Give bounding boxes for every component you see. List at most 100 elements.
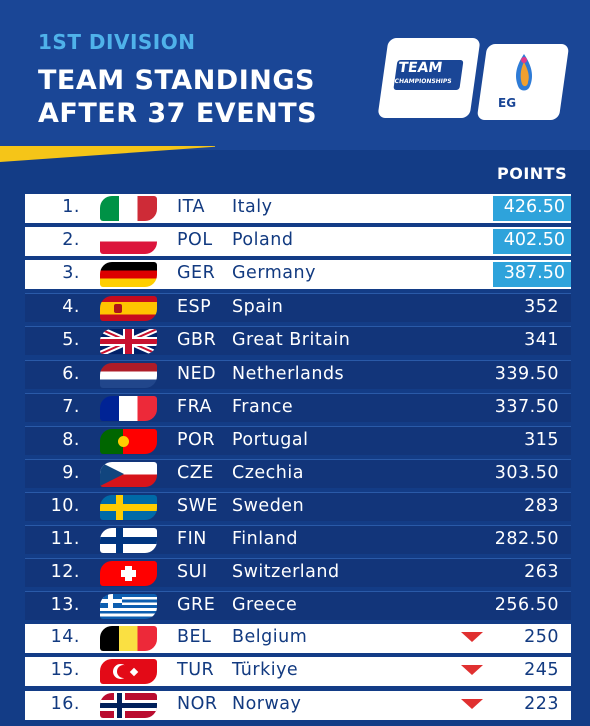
rank: 2. <box>62 230 80 251</box>
rank: 16. <box>50 693 80 714</box>
country-code: NOR <box>177 693 218 714</box>
points-value: 315 <box>524 429 559 450</box>
rank: 12. <box>50 562 80 583</box>
country-name: Türkiye <box>232 660 299 681</box>
country-name: Netherlands <box>232 363 345 384</box>
points-value: 337.50 <box>494 396 559 417</box>
rank: 9. <box>62 462 80 483</box>
table-row: 15. TUR Türkiye 245 <box>25 657 571 687</box>
relegation-arrow-icon <box>461 665 483 676</box>
flag-netherlands-icon <box>100 362 157 388</box>
table-row: 3. GER Germany 387.50 <box>25 260 571 290</box>
points-value: 223 <box>524 693 559 714</box>
flag-germany-icon <box>100 262 157 288</box>
flag-czechia-icon <box>100 461 157 487</box>
points-value: 263 <box>524 562 559 583</box>
table-row: 11. FIN Finland 282.50 <box>25 525 571 554</box>
flag-belgium-icon <box>100 626 157 652</box>
flag-finland-icon <box>100 528 157 553</box>
country-code: GER <box>177 263 216 284</box>
table-row: 12. SUI Switzerland 263 <box>25 558 571 588</box>
division-label: 1ST DIVISION <box>38 30 196 54</box>
country-name: Belgium <box>232 627 308 648</box>
table-row: 5. GBR Great Britain 341 <box>25 326 571 356</box>
points-highlight: 387.50 <box>493 262 571 288</box>
flag-poland-icon <box>100 229 157 255</box>
team-championships-logo: TEAM CHAMPIONSHIPS <box>377 38 481 118</box>
rank: 4. <box>62 297 80 318</box>
table-row: 9. CZE Czechia 303.50 <box>25 458 571 488</box>
eg-logo-text: EG <box>498 96 517 110</box>
country-code: NED <box>177 363 217 384</box>
table-row: 16. NOR Norway 223 <box>25 690 571 720</box>
country-name: Germany <box>232 263 316 284</box>
country-code: ITA <box>177 197 205 217</box>
country-name: Sweden <box>232 495 305 516</box>
rank: 1. <box>62 197 80 217</box>
country-code: SWE <box>177 495 218 516</box>
flag-portugal-icon <box>100 428 157 454</box>
flag-great-britain-icon <box>100 329 157 355</box>
points-value: 256.50 <box>494 595 559 616</box>
flag-france-icon <box>100 395 157 421</box>
country-name: Poland <box>232 230 294 251</box>
rank: 6. <box>62 363 80 384</box>
country-code: GRE <box>177 595 216 616</box>
title-line-1: TEAM STANDINGS <box>38 65 315 96</box>
flag-greece-icon <box>100 594 157 620</box>
rank: 13. <box>50 595 80 616</box>
table-row: 2. POL Poland 402.50 <box>25 227 571 257</box>
country-code: TUR <box>177 660 215 681</box>
rank: 7. <box>62 396 80 417</box>
flag-turkiye-icon <box>100 659 157 685</box>
rank: 11. <box>50 529 80 549</box>
points-value: 426.50 <box>503 197 565 217</box>
country-code: FIN <box>177 529 207 549</box>
country-name: Czechia <box>232 462 304 483</box>
table-row: 10. SWE Sweden 283 <box>25 491 571 521</box>
header: 1ST DIVISION TEAM STANDINGS AFTER 37 EVE… <box>0 0 590 150</box>
country-name: Italy <box>232 197 273 217</box>
country-code: SUI <box>177 562 208 583</box>
points-highlight: 426.50 <box>493 196 571 221</box>
rank: 14. <box>50 627 80 648</box>
points-value: 387.50 <box>503 263 565 284</box>
points-value: 303.50 <box>494 462 559 483</box>
flag-norway-icon <box>100 692 157 718</box>
points-value: 352 <box>524 297 559 318</box>
table-row: 6. NED Netherlands 339.50 <box>25 359 571 389</box>
country-code: FRA <box>177 396 212 417</box>
country-code: ESP <box>177 297 212 318</box>
flag-spain-icon <box>100 296 157 322</box>
country-code: POL <box>177 230 213 251</box>
title-line-2: AFTER 37 EVENTS <box>38 98 318 129</box>
relegation-arrow-icon <box>461 632 483 643</box>
points-value: 250 <box>524 627 559 648</box>
points-value: 283 <box>524 495 559 516</box>
table-row: 4. ESP Spain 352 <box>25 293 571 323</box>
flame-icon <box>516 54 532 91</box>
country-code: CZE <box>177 462 214 483</box>
points-highlight: 402.50 <box>493 229 571 255</box>
country-name: Great Britain <box>232 330 351 351</box>
country-name: Greece <box>232 595 298 616</box>
country-name: France <box>232 396 294 417</box>
flag-switzerland-icon <box>100 561 157 587</box>
rank: 15. <box>50 660 80 681</box>
country-name: Spain <box>232 297 284 318</box>
points-value: 245 <box>524 660 559 681</box>
table-row: 14. BEL Belgium 250 <box>25 624 571 654</box>
points-value: 341 <box>524 330 559 351</box>
rank: 5. <box>62 330 80 351</box>
table-row: 7. FRA France 337.50 <box>25 392 571 422</box>
country-name: Norway <box>232 693 302 714</box>
table-row: 8. POR Portugal 315 <box>25 425 571 455</box>
flag-sweden-icon <box>100 494 157 520</box>
rank: 10. <box>50 495 80 516</box>
points-value: 402.50 <box>503 230 565 251</box>
country-code: POR <box>177 429 215 450</box>
points-value: 282.50 <box>494 529 559 549</box>
points-header: POINTS <box>497 164 568 183</box>
table-row: 1. ITA Italy 426.50 <box>25 194 571 223</box>
